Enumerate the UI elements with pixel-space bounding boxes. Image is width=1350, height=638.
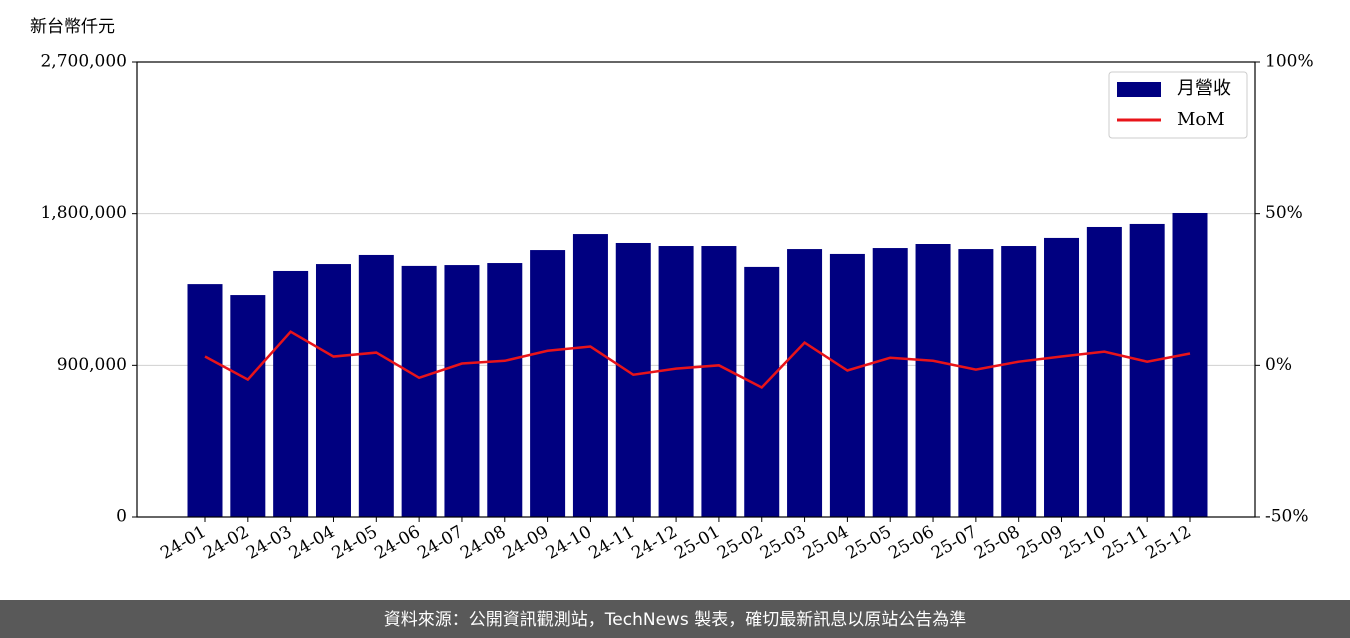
line — [204, 330, 1191, 390]
y-tick-label: 1,800,000 — [40, 203, 127, 223]
bar — [273, 270, 309, 517]
bar — [915, 244, 951, 517]
bar — [658, 246, 694, 517]
bar — [958, 249, 994, 518]
x-tick-label: 24-07 — [414, 522, 466, 564]
x-tick-label: 25-08 — [971, 522, 1023, 564]
y-tick-label: 0 — [116, 507, 127, 527]
x-tick-label: 25-01 — [671, 522, 723, 564]
bar — [1086, 226, 1122, 518]
plot-frame — [136, 61, 1256, 518]
bar — [572, 234, 608, 517]
y-tick-label: 900,000 — [57, 355, 127, 375]
footer-bar — [0, 600, 1350, 638]
bar — [1172, 212, 1208, 517]
x-tick-label: 25-12 — [1142, 522, 1194, 564]
bar — [701, 246, 737, 517]
y2-tick-label: 100% — [1265, 52, 1314, 72]
bar — [787, 249, 823, 518]
x-tick-label: 24-09 — [500, 522, 552, 564]
bar — [829, 253, 865, 517]
bar — [230, 295, 266, 517]
bar — [530, 250, 566, 518]
bar — [358, 254, 394, 517]
bar — [1129, 223, 1165, 517]
x-tick-label: 25-06 — [885, 522, 937, 564]
y2-tick-label: 0% — [1265, 355, 1292, 375]
x-tick-label: 24-04 — [286, 522, 338, 564]
x-tick-label: 24-02 — [200, 522, 252, 564]
bar — [187, 284, 223, 517]
x-tick-label: 24-08 — [457, 522, 509, 564]
bar — [615, 242, 651, 517]
x-tick-label: 25-10 — [1057, 522, 1109, 564]
x-tick-label: 24-03 — [243, 522, 295, 564]
bar — [1044, 237, 1080, 517]
legend-swatch — [1117, 82, 1161, 97]
bar — [1001, 246, 1037, 517]
bar — [444, 265, 480, 517]
x-tick-label: 25-11 — [1099, 522, 1151, 564]
x-tick-label: 24-11 — [586, 522, 638, 564]
x-tick-label: 25-05 — [843, 522, 895, 564]
bar — [744, 266, 780, 517]
legend-label: 月營收 — [1177, 78, 1231, 99]
x-tick-label: 24-06 — [371, 522, 423, 564]
bar — [872, 248, 908, 518]
bar — [401, 265, 437, 517]
y-axis-label: 新台幣仟元 — [30, 17, 115, 37]
x-tick-label: 25-07 — [928, 522, 980, 564]
bar — [487, 263, 523, 517]
x-tick-label: 25-03 — [757, 522, 809, 564]
y-tick-label: 2,700,000 — [40, 52, 127, 72]
x-tick-label: 24-05 — [329, 522, 381, 564]
legend-label: MoM — [1177, 109, 1225, 130]
y2-tick-label: -50% — [1265, 507, 1309, 527]
y2-tick-label: 50% — [1265, 203, 1303, 223]
x-tick-label: 24-12 — [628, 522, 680, 564]
x-tick-label: 25-09 — [1014, 522, 1066, 564]
footer-text: 資料來源：公開資訊觀測站，TechNews 製表，確切最新訊息以原站公告為準 — [384, 610, 966, 630]
x-tick-label: 24-01 — [157, 522, 209, 564]
x-tick-label: 24-10 — [543, 522, 595, 564]
bar — [315, 264, 351, 517]
x-tick-label: 25-04 — [800, 522, 852, 564]
x-tick-label: 25-02 — [714, 522, 766, 564]
